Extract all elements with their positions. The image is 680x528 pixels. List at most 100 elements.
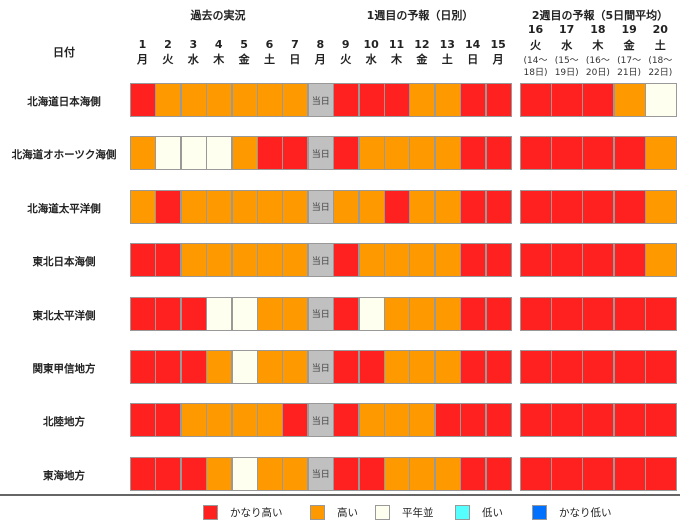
- heatmap-cell: [130, 296, 156, 331]
- legend-label: かなり低い: [559, 506, 612, 519]
- region-label: 北海道日本海側: [27, 96, 101, 108]
- heatmap-cell: [257, 350, 283, 384]
- heatmap-cell: [130, 243, 156, 278]
- column-range-end: 22日): [648, 68, 673, 78]
- week2-cell: [613, 136, 646, 171]
- heatmap-cell: [206, 296, 233, 331]
- heatmap-cell: [257, 83, 283, 117]
- heatmap-cell: [384, 189, 410, 224]
- column-weekday: 木: [213, 53, 225, 66]
- heatmap-cell: [155, 456, 182, 491]
- heatmap-cell: [257, 403, 283, 438]
- heatmap-cell: [206, 403, 233, 438]
- column-weekday: 水: [365, 53, 377, 66]
- heatmap-cell: [180, 296, 207, 331]
- week2-cell: [520, 350, 552, 384]
- heatmap-cell: [282, 456, 309, 491]
- heatmap-cell: [180, 403, 207, 438]
- week2-cell: [613, 296, 646, 331]
- column-range-end: 19日): [554, 68, 579, 78]
- column-weekday: 月: [314, 53, 326, 66]
- week2-cell: [520, 189, 552, 224]
- column-range-end: 21日): [617, 68, 642, 78]
- heatmap-cell: [257, 456, 283, 491]
- heatmap-cell: [384, 296, 410, 331]
- legend-item-very-high: かなり高い: [203, 504, 283, 520]
- today-cell: 当日: [307, 83, 334, 117]
- week2-cell: [520, 456, 552, 491]
- column-range-start: (14～: [523, 56, 548, 66]
- column-day: 1: [138, 38, 147, 51]
- column-day: 11: [388, 38, 405, 51]
- column-day: 13: [439, 38, 455, 51]
- heatmap-cell: [358, 189, 385, 224]
- heatmap-cell: [206, 83, 233, 117]
- legend-separator: [0, 494, 680, 496]
- legend-swatch: [310, 504, 325, 520]
- column-weekday: 日: [289, 53, 301, 66]
- week2-cell: [613, 83, 646, 117]
- today-cell: 当日: [307, 296, 334, 331]
- heatmap-cell: [460, 136, 487, 171]
- heatmap-cell: [130, 350, 156, 384]
- heatmap-cell: [231, 456, 258, 491]
- region-label: 関東甲信地方: [32, 363, 96, 375]
- week2-cell: [644, 350, 677, 384]
- heatmap-cell: [384, 456, 410, 491]
- region-label: 北陸地方: [43, 416, 85, 429]
- heatmap-cell: [180, 189, 207, 224]
- heatmap-cell: [409, 456, 436, 491]
- heatmap-cell: [460, 296, 487, 331]
- heatmap-cell: [333, 136, 360, 171]
- week2-cell: [551, 136, 584, 171]
- legend-label: かなり高い: [230, 506, 283, 519]
- heatmap-cell: [231, 83, 258, 117]
- heatmap-cell: [485, 83, 512, 117]
- heatmap-cell: [282, 83, 309, 117]
- heatmap-cell: [333, 350, 360, 384]
- week2-cell: [644, 136, 677, 171]
- heatmap-cell: [282, 243, 309, 278]
- heatmap-cell: [231, 189, 258, 224]
- heatmap-cell: [358, 403, 385, 438]
- heatmap-cell: [409, 403, 436, 438]
- section-header-week2: 2週目の予報（5日間平均）: [531, 9, 669, 22]
- week2-cell: [613, 243, 646, 278]
- heatmap-cell: [384, 350, 410, 384]
- heatmap-cell: [155, 296, 182, 331]
- section-header-past: 過去の実況: [190, 9, 246, 22]
- column-day: 4: [214, 38, 223, 51]
- column-weekday: 火: [162, 53, 174, 66]
- heatmap-cell: [460, 83, 487, 117]
- heatmap-cell: [384, 136, 410, 171]
- legend-swatch: [532, 504, 547, 520]
- heatmap-cell: [434, 136, 461, 171]
- week2-cell: [613, 403, 646, 438]
- week2-cell: [582, 296, 615, 331]
- column-range-start: (15～: [554, 56, 579, 66]
- week2-cell: [520, 403, 552, 438]
- column-day: 8: [316, 38, 325, 51]
- heatmap-cell: [460, 456, 487, 491]
- week2-cell: [582, 243, 615, 278]
- heatmap-cell: [434, 243, 461, 278]
- heatmap-cell: [180, 83, 207, 117]
- heatmap-cell: [434, 83, 461, 117]
- heatmap-cell: [409, 189, 436, 224]
- heatmap-cell: [485, 189, 512, 224]
- heatmap-cell: [384, 403, 410, 438]
- week2-cell: [644, 189, 677, 224]
- column-weekday: 金: [623, 39, 635, 52]
- heatmap-cell: [409, 243, 436, 278]
- week2-cell: [551, 83, 584, 117]
- week2-cell: [613, 456, 646, 491]
- column-range-start: (18～: [648, 56, 673, 66]
- heatmap-cell: [155, 243, 182, 278]
- heatmap-cell: [231, 403, 258, 438]
- week2-cell: [582, 189, 615, 224]
- column-day: 18: [590, 23, 606, 36]
- legend-item-very-low: かなり低い: [532, 504, 612, 520]
- heatmap-cell: [434, 456, 461, 491]
- column-range-end: 18日): [523, 68, 548, 78]
- heatmap-cell: [130, 83, 156, 117]
